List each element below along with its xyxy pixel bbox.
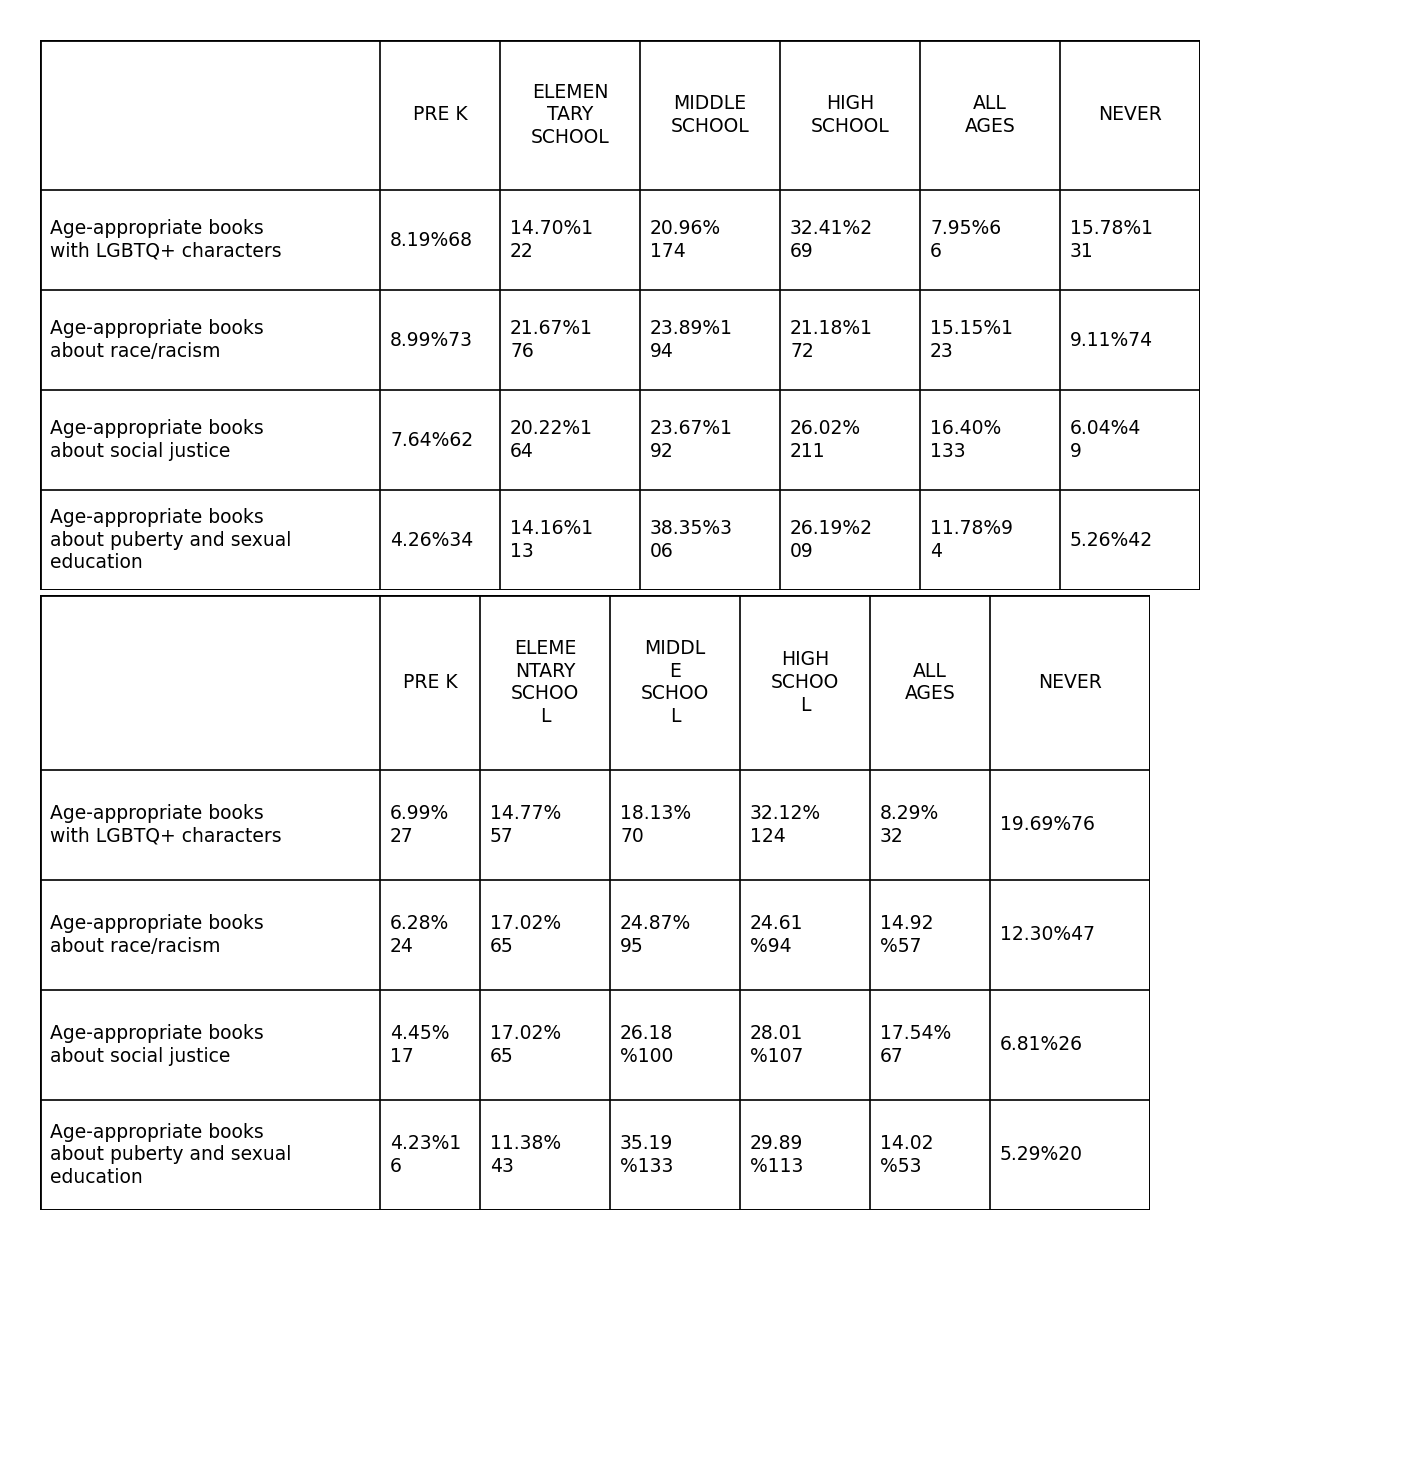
Text: 7.64%62: 7.64%62 — [390, 431, 473, 450]
Text: ELEMEN
TARY
SCHOOL: ELEMEN TARY SCHOOL — [531, 83, 610, 147]
Text: Age-appropriate books
about puberty and sexual
education: Age-appropriate books about puberty and … — [49, 508, 291, 573]
Text: ELEME
NTARY
SCHOO
L: ELEME NTARY SCHOO L — [511, 639, 579, 727]
Text: Age-appropriate books
about race/racism: Age-appropriate books about race/racism — [49, 915, 264, 956]
Text: 32.41%2
69: 32.41%2 69 — [789, 219, 873, 260]
Text: 17.54%
67: 17.54% 67 — [880, 1024, 952, 1066]
Text: NEVER: NEVER — [1099, 105, 1162, 124]
Text: 5.26%42: 5.26%42 — [1070, 530, 1154, 549]
Text: 14.70%1
22: 14.70%1 22 — [510, 219, 593, 260]
Text: 20.96%
174: 20.96% 174 — [650, 219, 722, 260]
Text: 24.87%
95: 24.87% 95 — [620, 915, 692, 956]
Text: 14.02
%53: 14.02 %53 — [880, 1134, 933, 1177]
Text: 23.89%1
94: 23.89%1 94 — [650, 320, 733, 361]
Text: 23.67%1
92: 23.67%1 92 — [650, 419, 733, 460]
Text: 16.40%
133: 16.40% 133 — [931, 419, 1001, 460]
Text: 26.18
%100: 26.18 %100 — [620, 1024, 674, 1066]
Text: HIGH
SCHOO
L: HIGH SCHOO L — [771, 650, 839, 715]
Text: Age-appropriate books
about social justice: Age-appropriate books about social justi… — [49, 419, 264, 460]
Text: 14.77%
57: 14.77% 57 — [490, 804, 561, 847]
Text: 26.02%
211: 26.02% 211 — [789, 419, 861, 460]
Text: PRE K: PRE K — [402, 673, 457, 693]
Text: 4.45%
17: 4.45% 17 — [390, 1024, 449, 1066]
Text: 8.29%
32: 8.29% 32 — [880, 804, 939, 847]
Text: 7.95%6
6: 7.95%6 6 — [931, 219, 1001, 260]
Text: ALL
AGES: ALL AGES — [964, 95, 1015, 136]
Text: 9.11%74: 9.11%74 — [1070, 330, 1154, 349]
Text: 21.67%1
76: 21.67%1 76 — [510, 320, 593, 361]
Text: 32.12%
124: 32.12% 124 — [750, 804, 822, 847]
Text: Age-appropriate books
about puberty and sexual
education: Age-appropriate books about puberty and … — [49, 1123, 291, 1187]
Text: 6.28%
24: 6.28% 24 — [390, 915, 449, 956]
Text: 11.78%9
4: 11.78%9 4 — [931, 519, 1012, 561]
Text: 17.02%
65: 17.02% 65 — [490, 1024, 561, 1066]
Text: Age-appropriate books
about social justice: Age-appropriate books about social justi… — [49, 1024, 264, 1066]
Text: 12.30%47: 12.30%47 — [1000, 925, 1094, 944]
Text: 6.99%
27: 6.99% 27 — [390, 804, 449, 847]
Text: 4.23%1
6: 4.23%1 6 — [390, 1134, 462, 1177]
Text: 14.92
%57: 14.92 %57 — [880, 915, 933, 956]
Text: 15.78%1
31: 15.78%1 31 — [1070, 219, 1154, 260]
Text: 19.69%76: 19.69%76 — [1000, 815, 1094, 835]
Text: Age-appropriate books
with LGBTQ+ characters: Age-appropriate books with LGBTQ+ charac… — [49, 804, 281, 847]
Text: Age-appropriate books
about race/racism: Age-appropriate books about race/racism — [49, 320, 264, 361]
Text: 21.18%1
72: 21.18%1 72 — [789, 320, 873, 361]
Text: ALL
AGES: ALL AGES — [905, 662, 956, 703]
Text: 35.19
%133: 35.19 %133 — [620, 1134, 674, 1177]
Text: 8.99%73: 8.99%73 — [390, 330, 473, 349]
Text: 6.04%4
9: 6.04%4 9 — [1070, 419, 1141, 460]
Text: 6.81%26: 6.81%26 — [1000, 1036, 1083, 1054]
Text: HIGH
SCHOOL: HIGH SCHOOL — [810, 95, 890, 136]
Text: 28.01
%107: 28.01 %107 — [750, 1024, 803, 1066]
Text: Age-appropriate books
with LGBTQ+ characters: Age-appropriate books with LGBTQ+ charac… — [49, 219, 281, 260]
Text: MIDDL
E
SCHOO
L: MIDDL E SCHOO L — [641, 639, 709, 727]
Text: 11.38%
43: 11.38% 43 — [490, 1134, 561, 1177]
Text: 4.26%34: 4.26%34 — [390, 530, 473, 549]
Text: 24.61
%94: 24.61 %94 — [750, 915, 803, 956]
Text: 8.19%68: 8.19%68 — [390, 231, 473, 250]
Text: MIDDLE
SCHOOL: MIDDLE SCHOOL — [671, 95, 750, 136]
Text: 14.16%1
13: 14.16%1 13 — [510, 519, 593, 561]
Text: 29.89
%113: 29.89 %113 — [750, 1134, 803, 1177]
Text: NEVER: NEVER — [1038, 673, 1101, 693]
Text: PRE K: PRE K — [412, 105, 467, 124]
Text: 38.35%3
06: 38.35%3 06 — [650, 519, 733, 561]
Text: 5.29%20: 5.29%20 — [1000, 1146, 1083, 1165]
Text: 15.15%1
23: 15.15%1 23 — [931, 320, 1012, 361]
Text: 18.13%
70: 18.13% 70 — [620, 804, 690, 847]
Text: 17.02%
65: 17.02% 65 — [490, 915, 561, 956]
Text: 26.19%2
09: 26.19%2 09 — [789, 519, 873, 561]
Text: 20.22%1
64: 20.22%1 64 — [510, 419, 593, 460]
